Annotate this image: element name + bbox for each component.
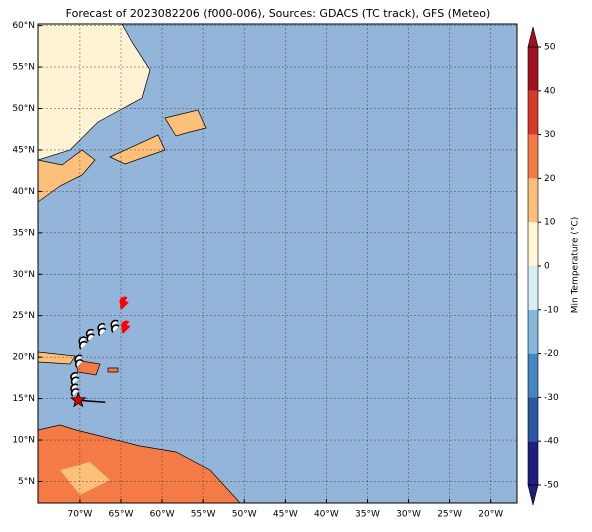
- colorbar-tick-label: 10: [544, 218, 556, 228]
- colorbar-segment: [528, 47, 538, 91]
- x-tick-label: 30°W: [396, 510, 421, 520]
- y-tick-label: 60°N: [12, 21, 35, 31]
- storm-symbol: [97, 323, 107, 337]
- colorbar-segment: [528, 222, 538, 266]
- colorbar-segment: [528, 309, 538, 354]
- colorbar-tick-label: -30: [544, 393, 559, 403]
- storm-symbol: [74, 354, 84, 368]
- x-tick-label: 70°W: [67, 510, 92, 520]
- track-line: [78, 399, 106, 403]
- storm-symbol: [70, 383, 80, 397]
- colorbar-tick-label: -40: [544, 437, 559, 447]
- storm-symbol: [119, 296, 129, 310]
- colorbar-tick-label: 20: [544, 174, 556, 184]
- y-tick-label: 35°N: [12, 228, 35, 238]
- y-tick-label: 5°N: [18, 477, 35, 487]
- colorbar-segment: [528, 441, 538, 485]
- colorbar-label: Min Temperature (°C): [571, 217, 581, 314]
- colorbar-segment: [528, 134, 538, 179]
- colorbar-tick-label: -10: [544, 305, 559, 315]
- colorbar-segment: [528, 178, 538, 223]
- y-tick-label: 30°N: [12, 270, 35, 280]
- x-tick-label: 35°W: [355, 510, 380, 520]
- current-position: [70, 391, 87, 408]
- x-tick-label: 65°W: [109, 510, 134, 520]
- y-tick-label: 20°N: [12, 353, 35, 363]
- y-tick-label: 25°N: [12, 311, 35, 321]
- colorbar-tick-label: 30: [544, 130, 556, 140]
- colorbar-tick-label: 50: [544, 43, 556, 53]
- storm-symbol: [78, 336, 88, 350]
- colorbar-segment: [528, 90, 538, 135]
- y-tick-label: 45°N: [12, 145, 35, 155]
- colorbar-tick-label: 40: [544, 86, 556, 96]
- x-tick-label: 20°W: [478, 510, 503, 520]
- storm-symbol: [70, 371, 80, 386]
- x-tick-label: 45°W: [273, 510, 298, 520]
- colorbar-tick-label: -20: [544, 349, 559, 359]
- x-tick-label: 25°W: [437, 510, 462, 520]
- colorbar-segment: [528, 397, 538, 442]
- colorbar-segment: [528, 353, 538, 398]
- colorbar-extend-top: [527, 26, 539, 48]
- map-title: Forecast of 2023082206 (f000-006), Sourc…: [66, 7, 491, 20]
- x-tick-label: 40°W: [314, 510, 339, 520]
- y-tick-label: 55°N: [12, 63, 35, 73]
- storm-symbol: [110, 319, 120, 333]
- x-tick-label: 55°W: [191, 510, 216, 520]
- y-tick-label: 15°N: [12, 394, 35, 404]
- colorbar-segment: [528, 266, 538, 310]
- y-tick-label: 40°N: [12, 187, 35, 197]
- colorbar-tick-label: 0: [544, 262, 550, 272]
- colorbar-extend-bottom: [527, 484, 539, 506]
- land: [38, 24, 241, 503]
- y-tick-label: 10°N: [12, 436, 35, 446]
- colorbar-tick-label: -50: [544, 481, 559, 491]
- x-tick-label: 60°W: [150, 510, 175, 520]
- storm-symbol: [85, 328, 95, 342]
- storm-symbol: [121, 320, 131, 334]
- y-tick-label: 50°N: [12, 104, 35, 114]
- x-tick-label: 50°W: [232, 510, 257, 520]
- map-frame: [37, 23, 518, 504]
